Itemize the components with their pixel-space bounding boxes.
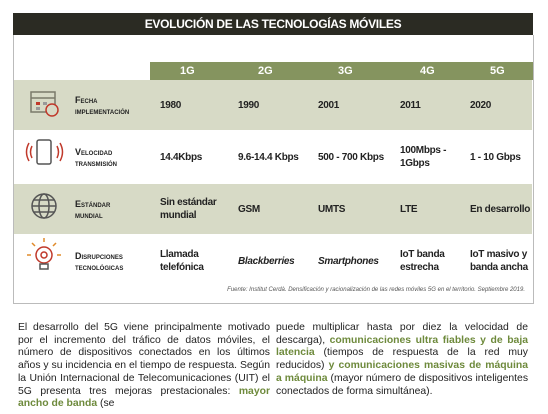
row-label-sub: implementación bbox=[75, 107, 130, 116]
row-label-title: Estándar bbox=[75, 199, 111, 209]
cell: IoT masivo y banda ancha bbox=[470, 249, 528, 273]
row-label-title: Disrupciones bbox=[75, 251, 123, 261]
highlight: comunicaciones ultra fiables y de baja l… bbox=[276, 334, 528, 359]
row-label: Velocidad transmisión bbox=[75, 146, 117, 170]
text-run: El desarrollo del 5G viene principalment… bbox=[18, 322, 270, 397]
column-header: 2G bbox=[228, 62, 308, 80]
text-column: El desarrollo del 5G viene principalment… bbox=[18, 322, 270, 411]
row-label-title: Velocidad bbox=[75, 147, 113, 157]
cell: 500 - 700 Kbps bbox=[318, 151, 384, 163]
row-label-title: Fecha bbox=[75, 95, 98, 105]
cell: En desarrollo bbox=[470, 203, 531, 215]
column-header: 3G bbox=[308, 62, 390, 80]
column-header: 5G bbox=[460, 62, 533, 80]
row-label: Fecha implementación bbox=[75, 94, 129, 118]
source: Fuente: Institut Cerdà. Densificación y … bbox=[227, 287, 525, 293]
cell: LTE bbox=[400, 203, 418, 215]
cell: 14.4Kbps bbox=[160, 151, 203, 163]
text-run: puede multiplicar hasta por diez la velo… bbox=[276, 322, 528, 346]
cell: IoT banda estrecha bbox=[400, 249, 445, 273]
text-run: (se bbox=[97, 398, 115, 410]
row-label-sub: mundial bbox=[75, 211, 103, 220]
cell: 100Mbps - 1Gbps bbox=[400, 145, 447, 169]
text-run: (tiempos de respuesta de la red muy redu… bbox=[276, 347, 528, 372]
cell: 1980 bbox=[160, 99, 182, 111]
title: EVOLUCIÓN DE LAS TECNOLOGÍAS MÓVILES bbox=[13, 13, 533, 35]
cell: 2011 bbox=[400, 99, 421, 111]
cell: 2001 bbox=[318, 99, 340, 111]
row-label: Estándar mundial bbox=[75, 198, 110, 222]
highlight: y comunicaciones masivas de máquina a má… bbox=[276, 360, 529, 384]
cell: Smartphones bbox=[318, 255, 379, 267]
highlight: mayor ancho de banda bbox=[18, 385, 270, 410]
row-band bbox=[14, 80, 532, 130]
row-label-sub: tecnológicas bbox=[75, 263, 124, 272]
row-band bbox=[14, 184, 532, 234]
column-header: 4G bbox=[390, 62, 460, 80]
text-run: (mayor número de dispositivos inteligent… bbox=[276, 372, 529, 397]
text-column: puede multiplicar hasta por diez la velo… bbox=[276, 322, 528, 398]
cell: UMTS bbox=[318, 203, 346, 215]
column-header: 1G bbox=[150, 62, 228, 80]
cell: Sin estándar mundial bbox=[160, 197, 217, 221]
table-frame bbox=[13, 35, 534, 304]
cell: 2020 bbox=[470, 99, 492, 111]
cell: 1 - 10 Gbps bbox=[470, 151, 521, 163]
cell: GSM bbox=[238, 203, 260, 215]
row-label: Disrupciones tecnológicas bbox=[75, 250, 123, 274]
row-label-sub: transmisión bbox=[75, 159, 117, 168]
cell: 1990 bbox=[238, 99, 260, 111]
cell: 9.6-14.4 Kbps bbox=[238, 151, 299, 163]
cell: Blackberries bbox=[238, 255, 295, 267]
cell: Llamada telefónica bbox=[160, 249, 204, 273]
